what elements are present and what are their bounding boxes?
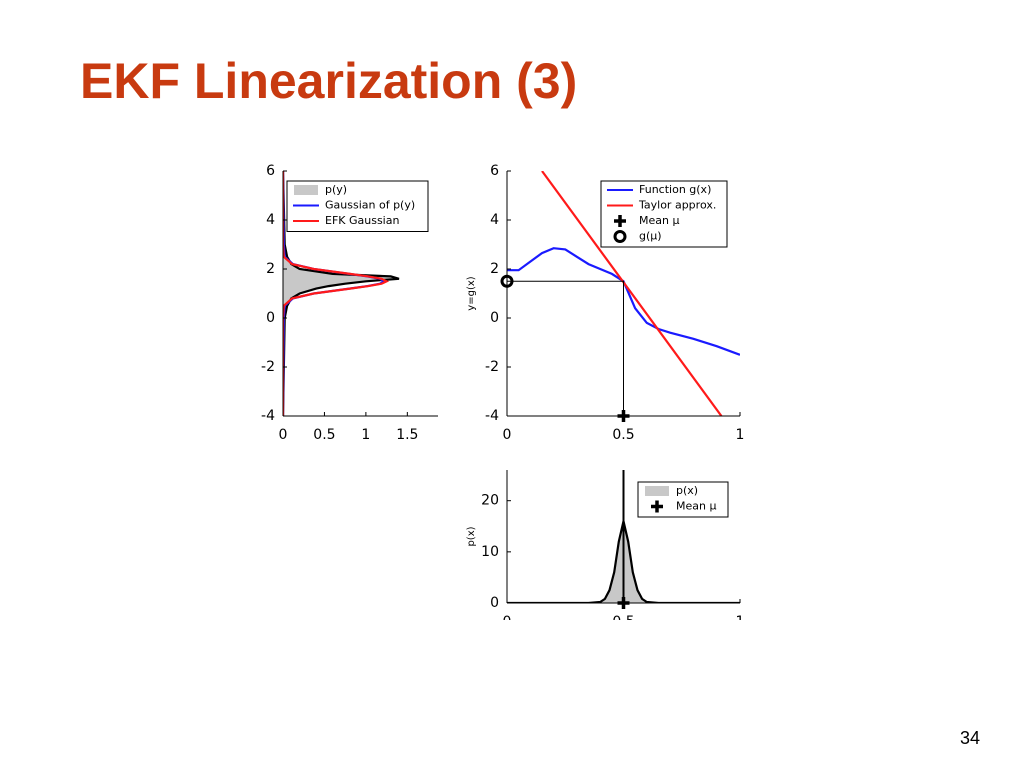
- legend-label: p(y): [325, 183, 347, 196]
- y-tick-label: 4: [490, 212, 499, 228]
- x-tick-label: 1: [361, 427, 370, 443]
- legend-box: [600, 180, 728, 248]
- chart: 0 10 20 0 0.5 1 p(x) p(x) Mean μ: [466, 470, 745, 630]
- x-tick-label: 1.5: [396, 427, 418, 443]
- legend-label: EFK Gaussian: [325, 214, 399, 227]
- series-line: [507, 247, 740, 356]
- series-line: [283, 171, 390, 416]
- x-tick-label: 0.5: [612, 614, 634, 630]
- y-tick-label: -2: [261, 359, 275, 375]
- x-tick-label: 0.5: [313, 427, 335, 443]
- x-tick-label: 0: [503, 427, 512, 443]
- x-tick-label: 0: [503, 614, 512, 630]
- chart: -4 -2 0 2 4 6 0 0.5 1 1.5 p(y) Gaussian of p(y) EFK …: [261, 163, 438, 443]
- legend-symbol: [613, 230, 627, 243]
- chart: -4 -2 0 2 4 6 0 0.5 1 y=g(x) Function g(x) Taylor a…: [466, 163, 744, 443]
- x-tick-label: 0.5: [612, 427, 634, 443]
- y-axis-label: p(x): [466, 526, 477, 546]
- legend-label: Taylor approx.: [638, 199, 716, 212]
- legend-symbol: [651, 500, 663, 513]
- slide-title: EKF Linearization (3): [80, 53, 578, 109]
- legend-label: Gaussian of p(y): [325, 199, 415, 212]
- y-tick-label: 2: [490, 261, 499, 277]
- y-tick-label: 10: [481, 544, 499, 560]
- y-tick-label: 2: [266, 261, 275, 277]
- legend-label: g(μ): [639, 230, 662, 243]
- legend-label: p(x): [676, 484, 698, 497]
- y-tick-label: -4: [261, 408, 275, 424]
- x-tick-label: 0: [279, 427, 288, 443]
- x-tick-label: 1: [736, 427, 745, 443]
- legend-symbol: [614, 215, 626, 227]
- y-tick-label: 0: [266, 310, 275, 326]
- page-number: 34: [960, 728, 981, 748]
- y-tick-label: 20: [481, 493, 499, 509]
- plot-area: [507, 171, 740, 416]
- y-tick-label: 0: [490, 310, 499, 326]
- y-tick-label: 0: [490, 595, 499, 611]
- x-tick-label: 1: [736, 614, 745, 630]
- legend-swatch: [645, 486, 669, 496]
- legend-label: Mean μ: [639, 214, 679, 227]
- guide-line: [507, 280, 624, 416]
- y-axis-label: y=g(x): [466, 276, 477, 310]
- plot-area: [283, 171, 400, 416]
- y-tick-label: -2: [485, 359, 499, 375]
- y-tick-label: -4: [485, 408, 499, 424]
- legend-swatch: [294, 185, 318, 195]
- y-tick-label: 6: [266, 163, 275, 179]
- y-tick-label: 6: [490, 163, 499, 179]
- series-line: [541, 171, 723, 416]
- legend-label: Function g(x): [639, 183, 711, 196]
- y-tick-label: 4: [266, 212, 275, 228]
- legend-label: Mean μ: [676, 500, 716, 513]
